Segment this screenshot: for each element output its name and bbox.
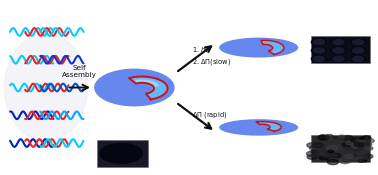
Circle shape (311, 55, 327, 62)
Bar (311, 36, 370, 63)
Circle shape (333, 154, 341, 158)
Text: 1. $h\nu$
2. $\Delta\Pi$(slow): 1. $h\nu$ 2. $\Delta\Pi$(slow) (192, 45, 231, 67)
Circle shape (360, 143, 365, 145)
Circle shape (339, 159, 350, 164)
Circle shape (364, 143, 372, 146)
Bar (311, 135, 370, 162)
Circle shape (331, 55, 346, 62)
Circle shape (342, 135, 353, 141)
Circle shape (363, 154, 373, 159)
Circle shape (342, 147, 351, 151)
Circle shape (313, 143, 324, 148)
Text: Self
Assembly: Self Assembly (62, 65, 97, 78)
Circle shape (352, 40, 364, 45)
Circle shape (346, 141, 356, 145)
Circle shape (333, 56, 344, 61)
Circle shape (350, 39, 366, 46)
Circle shape (313, 48, 325, 53)
Circle shape (362, 136, 371, 140)
Circle shape (364, 146, 373, 150)
Ellipse shape (219, 119, 298, 136)
Circle shape (365, 139, 374, 143)
Circle shape (342, 143, 352, 147)
Ellipse shape (5, 34, 87, 141)
Circle shape (313, 56, 325, 61)
Circle shape (344, 146, 352, 150)
Circle shape (350, 55, 366, 62)
Circle shape (311, 39, 327, 46)
Ellipse shape (219, 38, 298, 58)
Circle shape (311, 150, 318, 153)
Circle shape (359, 138, 370, 143)
Circle shape (311, 145, 316, 148)
Circle shape (351, 155, 356, 157)
Circle shape (359, 140, 364, 142)
Circle shape (345, 154, 354, 158)
Bar (97, 141, 147, 167)
Polygon shape (261, 40, 284, 55)
Circle shape (307, 151, 319, 157)
Circle shape (354, 142, 363, 147)
Circle shape (318, 135, 330, 140)
Circle shape (327, 159, 339, 165)
Circle shape (333, 155, 338, 157)
Circle shape (352, 56, 364, 61)
Circle shape (363, 160, 367, 162)
Circle shape (311, 47, 327, 54)
Circle shape (335, 146, 342, 149)
Circle shape (351, 138, 361, 143)
Circle shape (324, 154, 329, 157)
Circle shape (342, 157, 352, 162)
Circle shape (359, 137, 365, 139)
Circle shape (333, 136, 338, 138)
Circle shape (355, 157, 363, 160)
Circle shape (323, 136, 331, 140)
Circle shape (359, 143, 367, 147)
Circle shape (327, 146, 338, 151)
Circle shape (352, 48, 364, 53)
Circle shape (318, 135, 327, 139)
Circle shape (310, 146, 318, 150)
Circle shape (328, 150, 334, 153)
Circle shape (333, 40, 344, 45)
Circle shape (318, 136, 322, 138)
Circle shape (356, 139, 363, 142)
Circle shape (307, 143, 318, 148)
Circle shape (100, 144, 143, 163)
Circle shape (322, 148, 330, 152)
Circle shape (325, 152, 338, 158)
Circle shape (350, 47, 366, 54)
Circle shape (353, 149, 366, 155)
Circle shape (333, 48, 344, 53)
Polygon shape (129, 77, 167, 99)
Circle shape (358, 159, 365, 162)
Polygon shape (256, 121, 281, 131)
Circle shape (355, 148, 361, 151)
Circle shape (319, 156, 328, 160)
Circle shape (95, 69, 174, 106)
Circle shape (316, 150, 328, 156)
Polygon shape (136, 80, 159, 86)
Circle shape (346, 156, 351, 158)
Circle shape (313, 40, 325, 45)
Circle shape (307, 155, 317, 159)
Circle shape (325, 134, 333, 138)
Text: $\Delta\Pi$ (rapid): $\Delta\Pi$ (rapid) (192, 110, 227, 120)
Circle shape (331, 47, 346, 54)
Circle shape (311, 151, 315, 153)
Circle shape (338, 137, 345, 140)
Circle shape (358, 155, 367, 159)
Circle shape (327, 138, 331, 139)
Circle shape (358, 151, 367, 155)
Circle shape (347, 141, 351, 143)
Circle shape (351, 145, 359, 148)
Circle shape (339, 135, 345, 138)
Circle shape (331, 39, 346, 46)
